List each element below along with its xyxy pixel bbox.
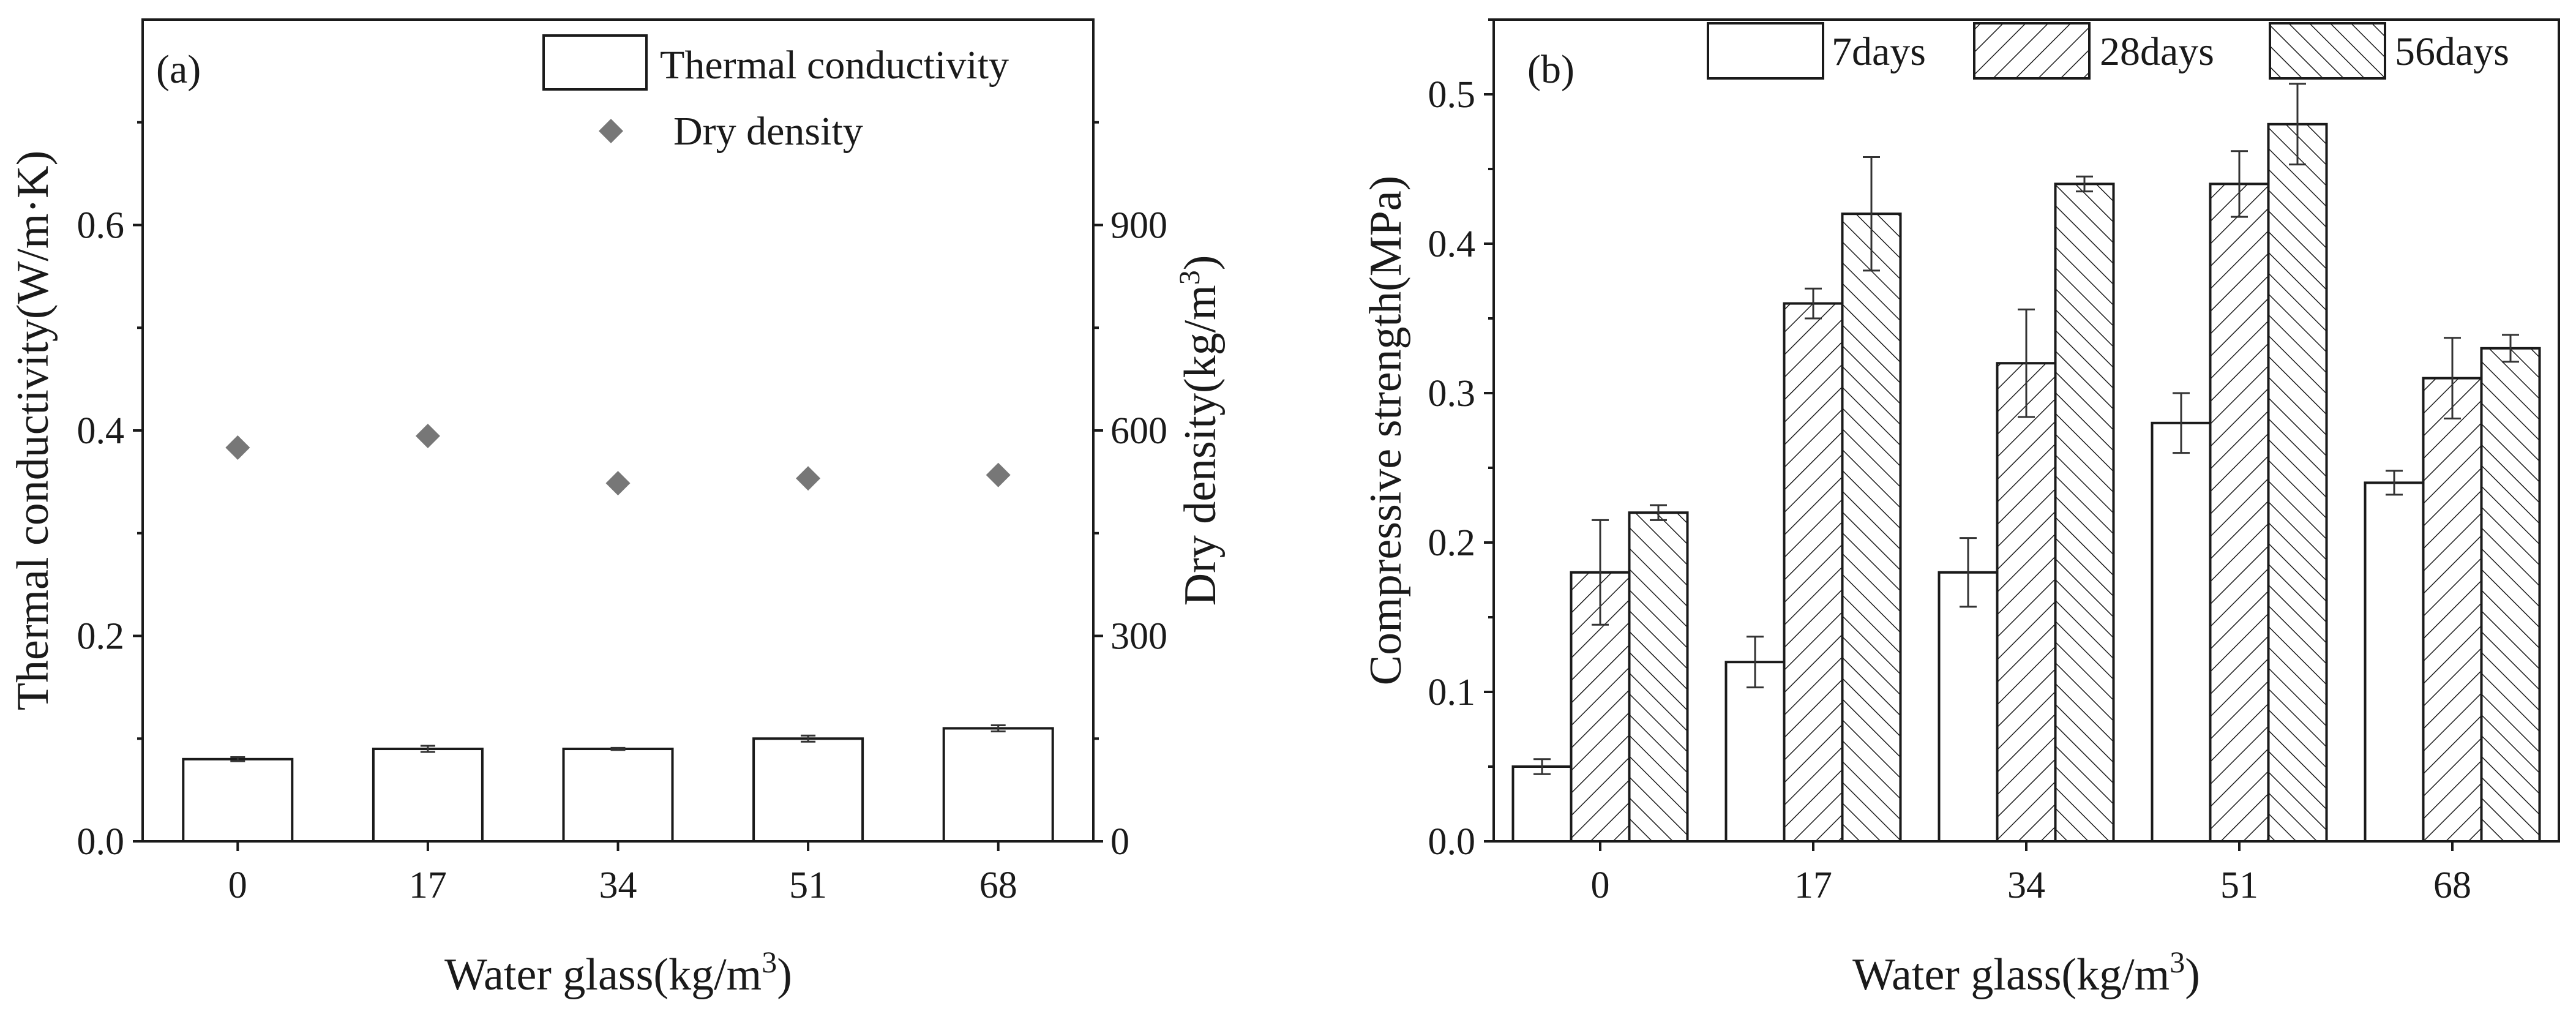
x-axis-title-b-close: ) (2185, 950, 2200, 1000)
y-tick-label-b-0.3: 0.3 (1428, 373, 1476, 415)
bar-thermal-conductivity-17 (372, 748, 484, 843)
y-tick-label-b-0.1: 0.1 (1428, 672, 1476, 713)
y-axis-title-a: Thermal conductivity(W/m·K) (8, 151, 58, 710)
y2-axis-title-a-close: ) (1175, 255, 1226, 271)
bar-28days-34 (1996, 362, 2057, 843)
x-axis-ticks-a: 0 17 34 51 68 (228, 841, 1017, 906)
x-tick-label-b-51: 51 (2220, 865, 2258, 906)
y2-axis-title-a: Dry density(kg/m3) (1174, 255, 1226, 606)
y-tick-label-a-0.0: 0.0 (77, 821, 125, 863)
legend-swatch-7days (1707, 22, 1824, 80)
bar-7days-17 (1724, 661, 1786, 843)
compressive-strength-bars (1511, 122, 2541, 843)
bar-thermal-conductivity-0 (182, 757, 294, 843)
legend-label-7days: 7days (1832, 29, 1926, 74)
y-axis-ticks-a: 0.0 0.2 0.4 0.6 (77, 121, 143, 863)
plot-frame-a (141, 18, 1095, 843)
x-axis-ticks-b: 0 17 34 51 68 (1591, 841, 2471, 906)
y2-tick-label-a-300: 300 (1110, 616, 1167, 658)
y2-tick-label-a-600: 600 (1110, 410, 1167, 452)
legend-swatch-28days (1973, 22, 2091, 80)
x-tick-label-b-17: 17 (1794, 865, 1832, 906)
x-axis-title-b: Water glass(kg/m3) (1852, 945, 2200, 1000)
y-tick-label-b-0.2: 0.2 (1428, 522, 1476, 564)
y-tick-label-a-0.4: 0.4 (77, 410, 125, 452)
y-tick-label-a-0.6: 0.6 (77, 205, 125, 247)
point-dry-density-51 (796, 466, 821, 491)
y2-axis-title-a-text: Dry density(kg/m (1175, 285, 1226, 606)
thermal-conductivity-error-bars (230, 724, 1006, 762)
y-tick-label-a-0.2: 0.2 (77, 616, 125, 658)
y2-axis-ticks-a: 0 300 600 900 (1093, 121, 1167, 863)
dry-density-points (225, 423, 1011, 496)
bar-28days-17 (1783, 302, 1844, 843)
legend-marker-dry-density (599, 119, 623, 143)
x-tick-label-b-0: 0 (1591, 865, 1610, 906)
y2-tick-label-a-0: 0 (1110, 821, 1129, 863)
x-axis-title-a-close: ) (777, 950, 792, 1000)
x-axis-title-a-text: Water glass(kg/m (444, 950, 762, 1000)
x-tick-label-a-34: 34 (599, 865, 637, 906)
legend-label-28days: 28days (2100, 29, 2214, 74)
panel-label-a: (a) (156, 47, 201, 92)
bar-7days-51 (2151, 421, 2212, 843)
bar-thermal-conductivity-68 (942, 727, 1054, 843)
compressive-strength-error-bars (1533, 83, 2519, 775)
bar-56days-0 (1628, 511, 1689, 843)
x-tick-label-b-68: 68 (2433, 865, 2471, 906)
legend-label-dry-density: Dry density (673, 109, 863, 154)
x-axis-title-b-sup: 3 (2170, 945, 2185, 979)
chart-panel-b: 0.0 0.1 0.2 0.3 0.4 0.5 0 17 34 51 68 (b) 7days 2… (1361, 18, 2560, 1000)
bar-56days-17 (1841, 212, 1902, 843)
y-axis-ticks-b: 0.0 0.1 0.2 0.3 0.4 0.5 (1428, 18, 1494, 863)
bar-7days-0 (1511, 765, 1573, 843)
legend-b: 7days 28days 56days (1707, 22, 2509, 80)
bar-56days-51 (2267, 122, 2328, 843)
x-tick-label-a-17: 17 (409, 865, 447, 906)
x-tick-label-b-34: 34 (2007, 865, 2045, 906)
x-axis-title-a: Water glass(kg/m3) (444, 945, 792, 1000)
bar-56days-68 (2480, 347, 2541, 843)
legend-label-56days: 56days (2395, 29, 2509, 74)
thermal-conductivity-bars (182, 727, 1054, 843)
x-axis-title-b-text: Water glass(kg/m (1852, 950, 2170, 1000)
bar-28days-51 (2209, 182, 2270, 843)
point-dry-density-68 (986, 462, 1011, 487)
bar-56days-34 (2054, 182, 2115, 843)
point-dry-density-0 (225, 435, 250, 460)
y-tick-label-b-0.0: 0.0 (1428, 821, 1476, 863)
chart-panel-a: 0.0 0.2 0.4 0.6 0 300 600 900 0 17 34 51 68 (a) Th… (8, 18, 1226, 1000)
point-dry-density-17 (415, 423, 440, 448)
legend-a: Thermal conductivity Dry density (542, 34, 1009, 154)
y-tick-label-b-0.5: 0.5 (1428, 74, 1476, 116)
bar-7days-34 (1938, 571, 1999, 843)
x-axis-title-a-sup: 3 (762, 945, 777, 979)
y-axis-title-b: Compressive strength(MPa) (1361, 176, 1411, 685)
legend-swatch-56days (2269, 22, 2386, 80)
panel-label-b: (b) (1527, 47, 1574, 92)
bar-28days-68 (2422, 377, 2483, 843)
x-tick-label-a-51: 51 (789, 865, 827, 906)
y2-tick-label-a-900: 900 (1110, 205, 1167, 247)
bar-7days-68 (2364, 481, 2425, 843)
x-tick-label-a-0: 0 (228, 865, 247, 906)
y-tick-label-b-0.4: 0.4 (1428, 223, 1476, 265)
legend-swatch-thermal-conductivity (542, 34, 648, 91)
point-dry-density-34 (605, 471, 631, 496)
y2-axis-title-a-sup: 3 (1174, 270, 1206, 285)
bar-thermal-conductivity-51 (752, 737, 864, 843)
legend-label-thermal-conductivity: Thermal conductivity (660, 43, 1009, 88)
bar-thermal-conductivity-34 (562, 748, 674, 843)
x-tick-label-a-68: 68 (979, 865, 1017, 906)
